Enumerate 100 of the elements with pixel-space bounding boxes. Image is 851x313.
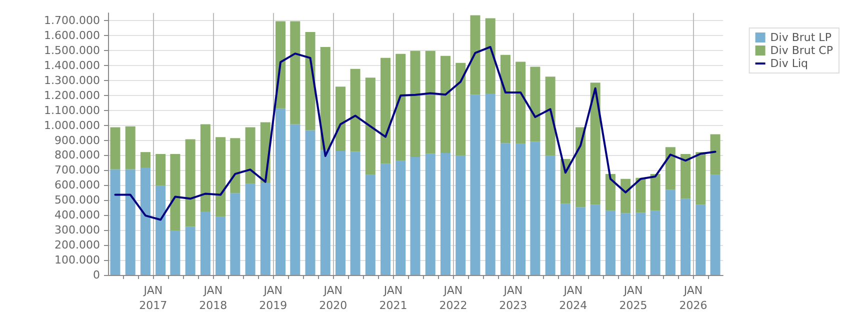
bar <box>230 138 240 194</box>
legend-label: Div Liq <box>770 57 808 70</box>
bar <box>650 174 660 211</box>
bar <box>590 82 600 205</box>
bar <box>216 137 226 217</box>
bar <box>696 152 706 205</box>
bar <box>425 50 436 154</box>
bar <box>560 204 570 275</box>
bar <box>320 46 330 150</box>
bar <box>636 212 646 275</box>
bar <box>636 178 646 213</box>
bar <box>276 108 286 275</box>
bar <box>410 157 420 275</box>
bar <box>470 15 480 95</box>
bar <box>140 168 150 275</box>
bar <box>696 204 706 275</box>
y-tick-label: 1.500.000 <box>44 44 100 57</box>
bar <box>290 124 300 275</box>
bar <box>170 154 180 231</box>
bar <box>230 193 240 275</box>
bar <box>410 50 420 158</box>
bar <box>650 210 660 275</box>
y-tick-label: 400.000 <box>54 208 100 222</box>
x-tick-label: JAN 2025 <box>619 284 648 312</box>
bar <box>516 62 526 144</box>
bar <box>605 210 616 275</box>
y-tick-label: 100.000 <box>54 254 100 267</box>
bar <box>365 78 376 175</box>
bar <box>425 154 436 275</box>
x-tick-label: JAN 2024 <box>559 284 588 312</box>
bar <box>320 150 330 275</box>
bar <box>456 62 466 156</box>
y-tick-label: 700.000 <box>54 164 100 177</box>
bar <box>245 184 256 275</box>
bar <box>170 230 180 275</box>
y-tick-label: 900.000 <box>54 134 100 147</box>
bar <box>380 58 391 164</box>
bar <box>380 164 391 275</box>
y-tick-label: 1.600.000 <box>44 28 100 42</box>
legend-label: Div Brut CP <box>770 44 834 57</box>
bar <box>485 94 496 275</box>
bar <box>620 178 631 214</box>
bar <box>590 204 600 275</box>
x-tick-label: JAN 2022 <box>439 284 468 312</box>
bar <box>440 56 450 153</box>
y-tick-label: 0 <box>93 268 100 282</box>
bar <box>350 68 360 152</box>
bar <box>396 54 406 161</box>
x-tick-label: JAN 2020 <box>319 284 348 312</box>
bar <box>485 18 496 94</box>
bar <box>185 139 196 227</box>
bar <box>110 127 120 170</box>
bar <box>605 174 616 211</box>
bar <box>216 216 226 275</box>
y-tick-label: 300.000 <box>54 224 100 237</box>
bar <box>365 174 376 275</box>
y-tick-label: 1.400.000 <box>44 58 100 72</box>
bar <box>710 134 720 175</box>
bar <box>396 160 406 275</box>
bar <box>665 190 676 275</box>
bar <box>576 127 586 208</box>
x-tick-label: JAN 2023 <box>499 284 528 312</box>
legend-label: Div Brut LP <box>770 31 832 44</box>
x-tick-label: JAN 2018 <box>199 284 228 312</box>
bar <box>500 54 510 144</box>
bar <box>620 213 631 275</box>
bar <box>156 186 166 275</box>
bar <box>500 143 510 275</box>
bar <box>665 147 676 190</box>
bar <box>456 156 466 275</box>
bar <box>305 130 316 275</box>
bar <box>110 169 120 275</box>
bar <box>680 198 691 275</box>
y-tick-label: 800.000 <box>54 148 100 162</box>
bar <box>545 156 556 275</box>
x-tick-label: JAN 2021 <box>379 284 408 312</box>
bar <box>440 152 450 275</box>
x-tick-label: JAN 2017 <box>139 284 168 312</box>
bar <box>680 154 691 199</box>
y-tick-label: 1.100.000 <box>44 104 100 117</box>
bar <box>516 144 526 275</box>
bar <box>185 226 196 275</box>
y-tick-label: 600.000 <box>54 178 100 192</box>
bar <box>350 152 360 275</box>
bar <box>290 21 300 124</box>
bar <box>335 86 346 152</box>
bar <box>470 94 480 275</box>
bar <box>260 182 270 275</box>
y-tick-label: 1.000.000 <box>44 118 100 132</box>
bar <box>530 142 540 275</box>
y-tick-label: 200.000 <box>54 238 100 252</box>
line-series <box>114 46 716 221</box>
x-tick-label: JAN 2019 <box>259 284 288 312</box>
bar <box>245 127 256 184</box>
bar <box>710 174 720 275</box>
bar <box>576 207 586 275</box>
bar <box>335 151 346 275</box>
bar <box>305 32 316 130</box>
bar <box>200 212 210 275</box>
y-tick-label: 1.300.000 <box>44 74 100 87</box>
